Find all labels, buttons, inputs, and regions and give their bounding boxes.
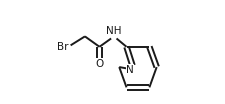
- Text: Br: Br: [56, 42, 68, 52]
- Text: N: N: [126, 65, 133, 75]
- Text: O: O: [95, 59, 103, 69]
- Text: NH: NH: [106, 26, 121, 36]
